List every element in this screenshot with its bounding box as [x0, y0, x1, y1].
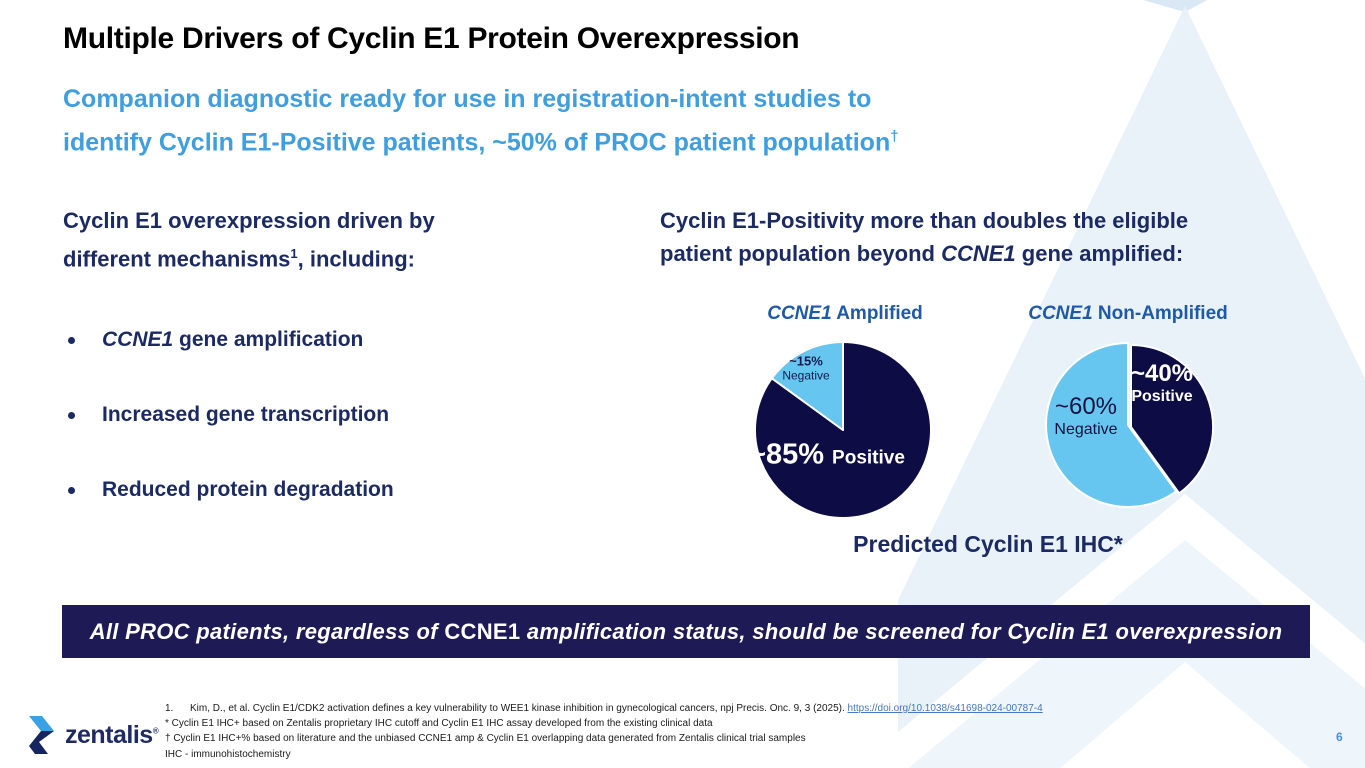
footnote-ihc-definition: IHC - immunohistochemistry	[165, 748, 291, 760]
key-message-banner: All PROC patients, regardless of CCNE1 a…	[62, 605, 1310, 658]
banner-text-pre: All PROC patients, regardless of	[89, 618, 445, 644]
dagger-superscript: †	[890, 128, 899, 145]
banner-text-post: amplification status, should be screened…	[520, 618, 1283, 644]
bullet-dot-icon	[68, 337, 75, 344]
registered-mark: ®	[152, 726, 159, 736]
banner-gene-name: CCNE1	[444, 618, 521, 644]
footnote-number: 1.	[165, 703, 174, 714]
bullet-protein-degradation: Reduced protein degradation	[63, 478, 394, 502]
subtitle-line-2: identify Cyclin E1-Positive patients, ~5…	[63, 128, 899, 157]
page-number: 6	[1336, 730, 1343, 744]
pie-slice-non-amplified-positive	[1130, 344, 1214, 495]
doi-link[interactable]: https://doi.org/10.1038/s41698-024-00787…	[847, 703, 1043, 714]
left-heading-line-1: Cyclin E1 overexpression driven by	[63, 208, 435, 233]
footnote-reference-1: 1. Kim, D., et al. Cyclin E1/CDK2 activat…	[165, 701, 1175, 716]
label-non-amplified-positive: ~40% Positive	[1130, 360, 1194, 405]
bullet-text: CCNE1 gene amplification	[102, 328, 364, 351]
bullet-text: Reduced protein degradation	[102, 478, 394, 501]
pie-caption: Predicted Cyclin E1 IHC*	[853, 531, 1123, 557]
label-non-amplified-negative: ~60% Negative	[1054, 393, 1118, 438]
bullet-gene-amplification: CCNE1 gene amplification	[63, 328, 363, 352]
right-heading-line-1: Cyclin E1-Positivity more than doubles t…	[660, 208, 1189, 233]
subtitle: Companion diagnostic ready for use in re…	[63, 80, 899, 161]
right-heading-line-2: patient population beyond CCNE1 gene amp…	[660, 241, 1184, 266]
pie-title-amplified: CCNE1 Amplified	[767, 303, 923, 324]
label-amplified-positive: ~85% Positive	[749, 438, 905, 471]
pie-chart-amplified	[754, 341, 932, 519]
left-heading-line-2: different mechanisms1, including:	[63, 246, 415, 272]
pie-slice-non-amplified-negative	[1045, 342, 1178, 508]
page-title: Multiple Drivers of Cyclin E1 Protein Ov…	[63, 22, 800, 55]
right-heading: Cyclin E1-Positivity more than doubles t…	[660, 204, 1350, 270]
pie-title-non-amplified: CCNE1 Non-Amplified	[1028, 303, 1228, 324]
left-heading: Cyclin E1 overexpression driven by diffe…	[63, 204, 435, 275]
reference-superscript: 1	[290, 246, 298, 261]
pie-slice-amplified-negative	[770, 341, 844, 431]
bullet-dot-icon	[68, 412, 75, 419]
zentalis-logo: zentalis®	[26, 714, 159, 756]
pie-chart-non-amplified	[1045, 342, 1214, 508]
footnote-asterisk: * Cyclin E1 IHC+ based on Zentalis propr…	[165, 718, 713, 730]
footnotes: 1. Kim, D., et al. Cyclin E1/CDK2 activat…	[165, 701, 1175, 762]
bullet-gene-transcription: Increased gene transcription	[63, 403, 389, 427]
subtitle-line-1: Companion diagnostic ready for use in re…	[63, 85, 872, 113]
zentalis-wordmark: zentalis®	[65, 720, 159, 749]
label-amplified-negative: ~15% Negative	[782, 353, 830, 383]
bullet-dot-icon	[68, 487, 75, 494]
zentalis-logomark-icon	[29, 716, 54, 754]
footnote-dagger: † Cyclin E1 IHC+% based on literature an…	[165, 733, 806, 745]
bullet-text: Increased gene transcription	[102, 403, 390, 426]
